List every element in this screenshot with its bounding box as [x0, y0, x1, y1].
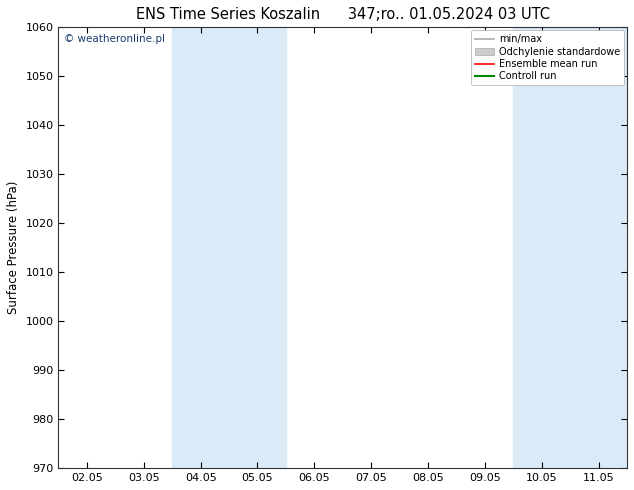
Y-axis label: Surface Pressure (hPa): Surface Pressure (hPa)	[7, 181, 20, 315]
Bar	[514, 27, 627, 468]
Legend: min/max, Odchylenie standardowe, Ensemble mean run, Controll run: min/max, Odchylenie standardowe, Ensembl…	[471, 30, 624, 85]
Title: ENS Time Series Koszalin      347;ro.. 01.05.2024 03 UTC: ENS Time Series Koszalin 347;ro.. 01.05.…	[136, 7, 550, 22]
Bar	[172, 27, 286, 468]
Text: © weatheronline.pl: © weatheronline.pl	[64, 34, 165, 44]
